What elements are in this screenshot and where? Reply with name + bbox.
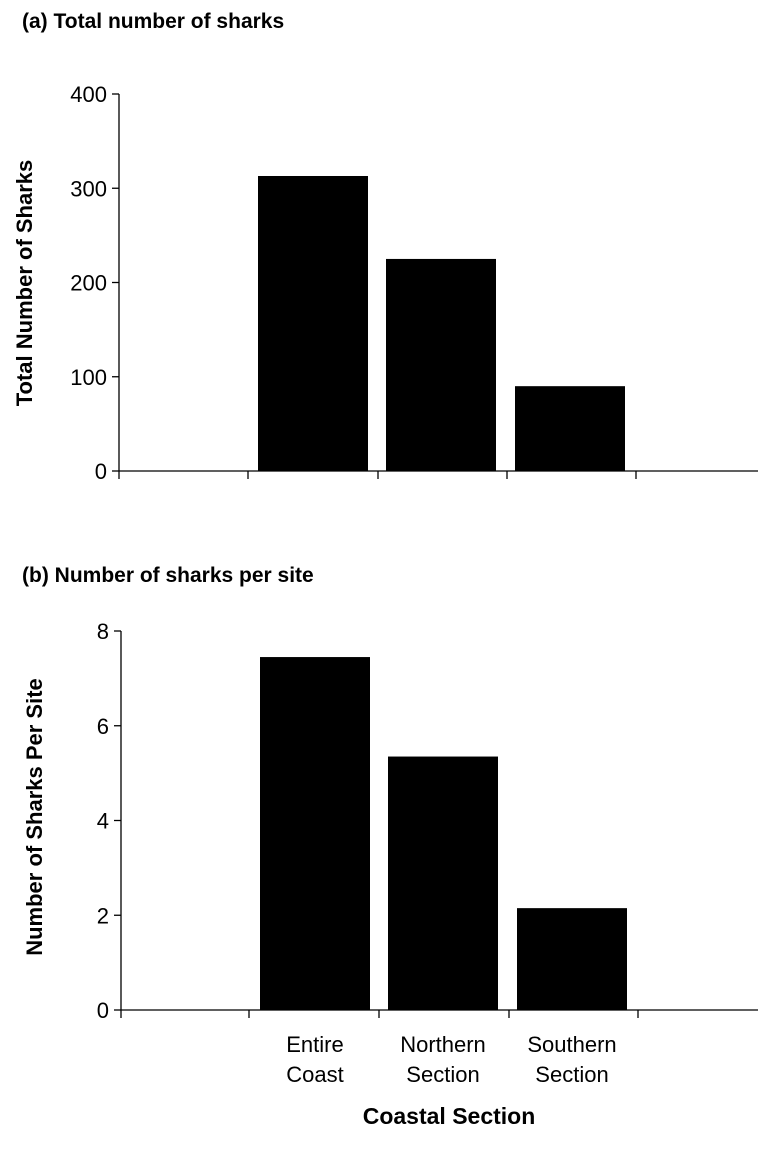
panel-a-y-tick-label: 100: [70, 365, 107, 390]
panel-a-bar: [386, 258, 496, 471]
panel-a-plot: 0 100 200 300 400: [70, 82, 758, 484]
panel-a: (a) Total number of sharks Total Number …: [12, 10, 758, 484]
panel-b-y-tick-label: 2: [97, 903, 109, 928]
panel-b-y-tick-label: 8: [97, 619, 109, 644]
panel-b-plot: 0 2 4 6 8 Entire Coast Northern Section Southern S…: [97, 619, 758, 1087]
panel-a-bar: [258, 175, 368, 471]
panel-b-x-axis-title: Coastal Section: [363, 1103, 536, 1129]
panel-b-y-axis-title: Number of Sharks Per Site: [22, 678, 47, 956]
panel-a-y-tick-label: 300: [70, 176, 107, 201]
panel-b-category-label: Entire Coast: [286, 1032, 343, 1087]
panel-b-bar: [517, 908, 627, 1010]
panel-a-y-axis-title: Total Number of Sharks: [12, 160, 37, 407]
panel-a-y-tick-label: 200: [70, 271, 107, 296]
panel-b-bar: [388, 756, 498, 1010]
panel-b-y-tick-label: 0: [97, 998, 109, 1023]
panel-b-y-tick-label: 6: [97, 714, 109, 739]
panel-a-title: (a) Total number of sharks: [22, 10, 284, 33]
panel-b-category-label: Northern Section: [400, 1032, 486, 1087]
panel-b-category-label: Southern Section: [527, 1032, 616, 1087]
panel-b-title: (b) Number of sharks per site: [22, 564, 314, 587]
panel-a-bar: [515, 386, 625, 471]
panel-a-y-tick-label: 400: [70, 82, 107, 107]
panel-a-y-tick-label: 0: [95, 459, 107, 484]
panel-b-y-tick-label: 4: [97, 809, 109, 834]
panel-b: (b) Number of sharks per site Number of …: [22, 564, 758, 1129]
panel-b-bar: [260, 657, 370, 1010]
